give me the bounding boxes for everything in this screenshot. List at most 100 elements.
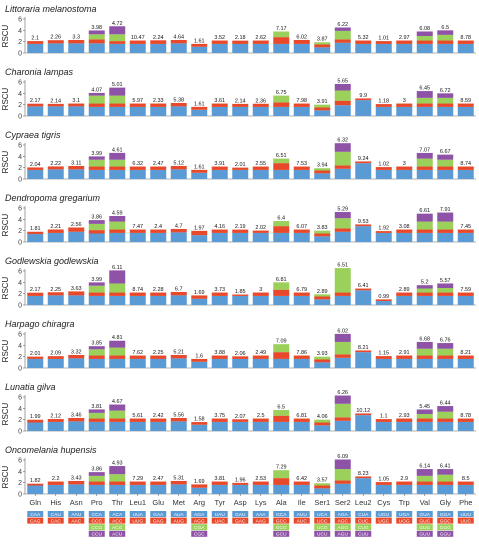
panel-title: Godlewskia godlewskia <box>5 256 99 266</box>
bar-segment <box>252 169 269 179</box>
panel-title: Charonia lampas <box>5 67 74 77</box>
bar-segment <box>334 417 351 421</box>
codon-swatch <box>150 517 167 524</box>
bar-segment <box>191 46 208 53</box>
bar-segment <box>109 347 126 356</box>
bar-segment <box>375 421 392 431</box>
bar-segment <box>232 43 249 53</box>
bar-segment <box>211 106 228 116</box>
bar-segment <box>396 484 413 494</box>
bar-segment <box>355 40 372 44</box>
data-label: 2.01 <box>235 162 246 168</box>
bar-segment <box>211 166 228 170</box>
bar-segment <box>232 232 249 242</box>
data-label: 7.29 <box>132 476 143 482</box>
data-label: 2.42 <box>153 413 164 419</box>
bar-segment <box>314 110 331 116</box>
bar-segment <box>252 292 269 296</box>
data-label: 3 <box>259 287 262 293</box>
bar-segment <box>88 349 105 356</box>
codon-swatch <box>170 511 187 517</box>
bar-segment <box>375 358 392 368</box>
bar-segment <box>88 230 105 234</box>
bar-segment <box>437 295 454 305</box>
bar-segment <box>437 283 454 288</box>
bar-segment <box>437 343 454 349</box>
bar-segment <box>437 169 454 179</box>
bar-segment <box>416 292 433 296</box>
bar-segment <box>293 229 310 233</box>
codon-swatch <box>416 530 433 537</box>
y-tick-label: 4 <box>18 91 22 98</box>
bar-segment <box>150 106 167 116</box>
data-label: 6.79 <box>296 287 307 293</box>
codon-label: GCA <box>276 512 287 518</box>
codon-swatch <box>314 511 331 517</box>
data-label: 6.07 <box>296 224 307 230</box>
bar-segment <box>396 358 413 368</box>
codon-swatch <box>191 530 208 537</box>
codon-swatch <box>129 517 146 524</box>
data-label: 3.73 <box>214 287 225 293</box>
data-label: 4.07 <box>91 87 102 93</box>
bar-segment <box>396 418 413 422</box>
bar-segment <box>293 103 310 107</box>
data-label: 2.17 <box>30 287 41 293</box>
bar-segment <box>88 95 105 104</box>
bar-segment <box>273 289 290 296</box>
data-label: 2.19 <box>235 224 246 230</box>
codon-label: GUC <box>419 518 430 524</box>
bar-segment <box>293 106 310 116</box>
bar-segment <box>334 333 351 342</box>
codon-swatch <box>314 530 331 537</box>
bar-segment <box>47 356 64 359</box>
bar-segment <box>68 43 85 53</box>
codon-label: AUA <box>174 512 185 518</box>
x-tick-label: Leu2 <box>355 498 372 507</box>
codon-swatch <box>88 517 105 524</box>
bar-segment <box>273 43 290 53</box>
codon-swatch <box>68 511 85 517</box>
bar-segment <box>334 395 351 404</box>
codon-label: ACU <box>112 532 123 538</box>
codon-swatch <box>88 530 105 537</box>
bar-segment <box>293 481 310 485</box>
x-tick-label: Lys <box>255 498 267 507</box>
codon-swatch <box>355 511 372 517</box>
bar-segment <box>375 484 392 494</box>
bar-segment <box>334 165 351 169</box>
bar-segment <box>88 159 105 167</box>
bar-segment <box>396 355 413 359</box>
codon-label: AAU <box>71 512 81 518</box>
bar-segment <box>109 421 126 431</box>
data-label: 3.85 <box>91 341 102 347</box>
data-label: 2.07 <box>235 414 246 420</box>
data-label: 2.04 <box>30 162 41 168</box>
bar-segment <box>232 167 249 170</box>
data-label: 1.15 <box>378 351 389 357</box>
data-label: 2.4 <box>154 224 162 230</box>
bar-segment <box>191 422 208 425</box>
bar-segment <box>109 484 126 494</box>
bar-segment <box>293 418 310 422</box>
bar-segment <box>109 95 126 104</box>
data-label: 2.93 <box>399 413 410 419</box>
data-label: 3.81 <box>214 476 225 482</box>
bar-segment <box>355 226 372 242</box>
bar-segment <box>88 39 105 44</box>
data-label: 8.74 <box>460 161 471 167</box>
bar-segment <box>191 487 208 494</box>
bar-segment <box>334 218 351 229</box>
data-label: 4.7 <box>175 223 183 229</box>
bar-segment <box>273 226 290 233</box>
bar-segment <box>375 104 392 107</box>
data-label: 6.41 <box>440 464 451 470</box>
y-tick-label: 0 <box>18 114 22 121</box>
bar-segment <box>416 158 433 167</box>
codon-label: UCA <box>317 512 328 518</box>
bar-segment <box>47 358 64 368</box>
x-tick-label: Asn <box>70 498 83 507</box>
x-tick-label: Ile <box>298 498 306 507</box>
bar-segment <box>129 421 146 431</box>
bar-segment <box>27 485 44 494</box>
